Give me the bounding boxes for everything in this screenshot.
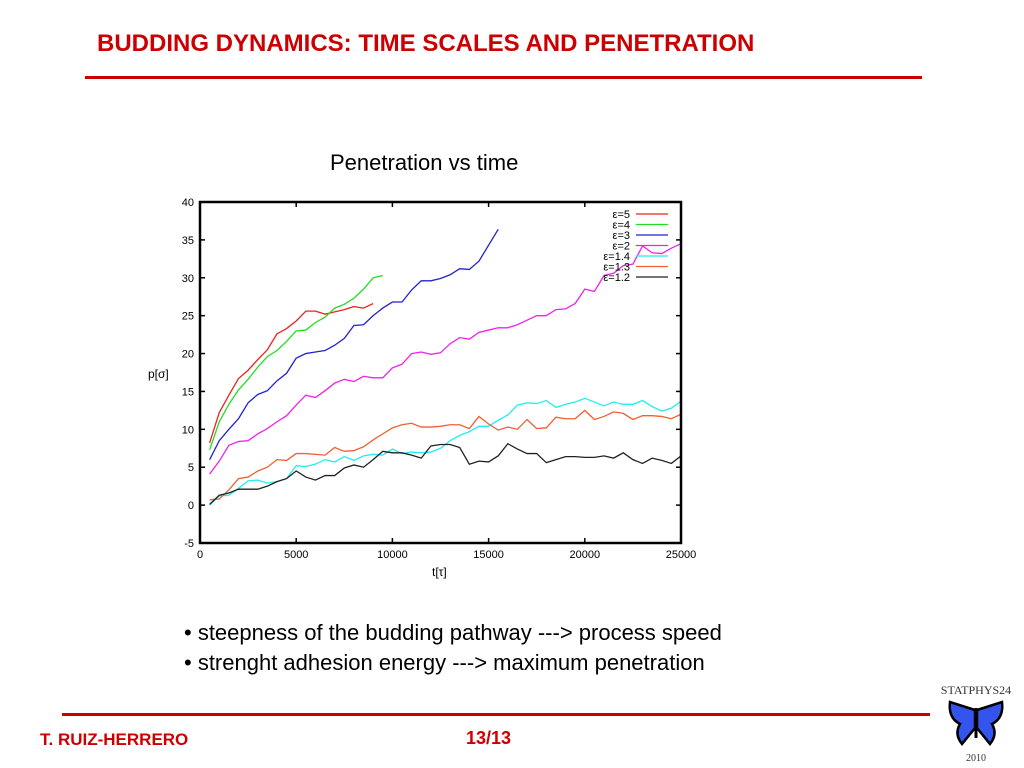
x-tick-label: 20000 <box>570 549 601 561</box>
y-tick-label: 40 <box>182 197 194 209</box>
statphys-logo: STATPHYS24 2010 <box>936 683 1016 764</box>
title-divider <box>85 76 922 79</box>
series-line-1 <box>209 274 383 451</box>
series-line-3 <box>209 243 682 475</box>
author-name: T. RUIZ-HERRERO <box>40 730 189 749</box>
legend-label: ε=1.2 <box>603 272 630 284</box>
logo-year: 2010 <box>966 753 986 764</box>
y-tick-label: 15 <box>182 386 194 398</box>
butterfly-icon <box>948 700 1004 746</box>
series-line-2 <box>209 228 499 460</box>
logo-text: STATPHYS24 <box>940 683 1012 697</box>
plot-frame <box>198 200 683 545</box>
series-line-0 <box>209 302 374 444</box>
chart-title: Penetration vs time <box>330 150 519 175</box>
x-tick-label: 10000 <box>377 549 408 561</box>
bullet-list: • steepness of the budding pathway ---> … <box>184 618 722 678</box>
slide-title: BUDDING DYNAMICS: TIME SCALES AND PENETR… <box>97 30 755 57</box>
series-line-6 <box>209 442 682 505</box>
x-tick-label: 25000 <box>666 549 697 561</box>
y-tick-label: -5 <box>184 538 194 550</box>
x-tick-label: 5000 <box>284 549 308 561</box>
y-tick-label: 10 <box>182 424 194 436</box>
bullet-item: • steepness of the budding pathway ---> … <box>184 620 722 645</box>
y-tick-label: 0 <box>188 500 194 512</box>
x-tick-label: 0 <box>197 549 203 561</box>
bullet-item: • strenght adhesion energy ---> maximum … <box>184 650 705 675</box>
legend-label: ε=1.3 <box>603 262 630 274</box>
legend-label: ε=4 <box>613 220 630 232</box>
y-tick-label: 20 <box>182 349 194 361</box>
series-line-4 <box>209 397 682 506</box>
legend-label: ε=2 <box>613 241 630 253</box>
page-number: 13/13 <box>466 728 512 748</box>
y-tick-label: 25 <box>182 311 194 323</box>
y-tick-label: 5 <box>188 462 194 474</box>
y-axis-label: p[σ] <box>148 367 169 381</box>
y-tick-label: 35 <box>182 235 194 247</box>
legend-label: ε=5 <box>613 209 630 221</box>
legend-label: ε=1.4 <box>603 251 630 263</box>
x-axis-label: t[τ] <box>432 565 447 579</box>
footer-divider <box>62 713 930 716</box>
y-tick-label: 30 <box>182 273 194 285</box>
series-line-5 <box>209 409 682 501</box>
legend-label: ε=3 <box>613 230 630 242</box>
x-tick-label: 15000 <box>473 549 504 561</box>
